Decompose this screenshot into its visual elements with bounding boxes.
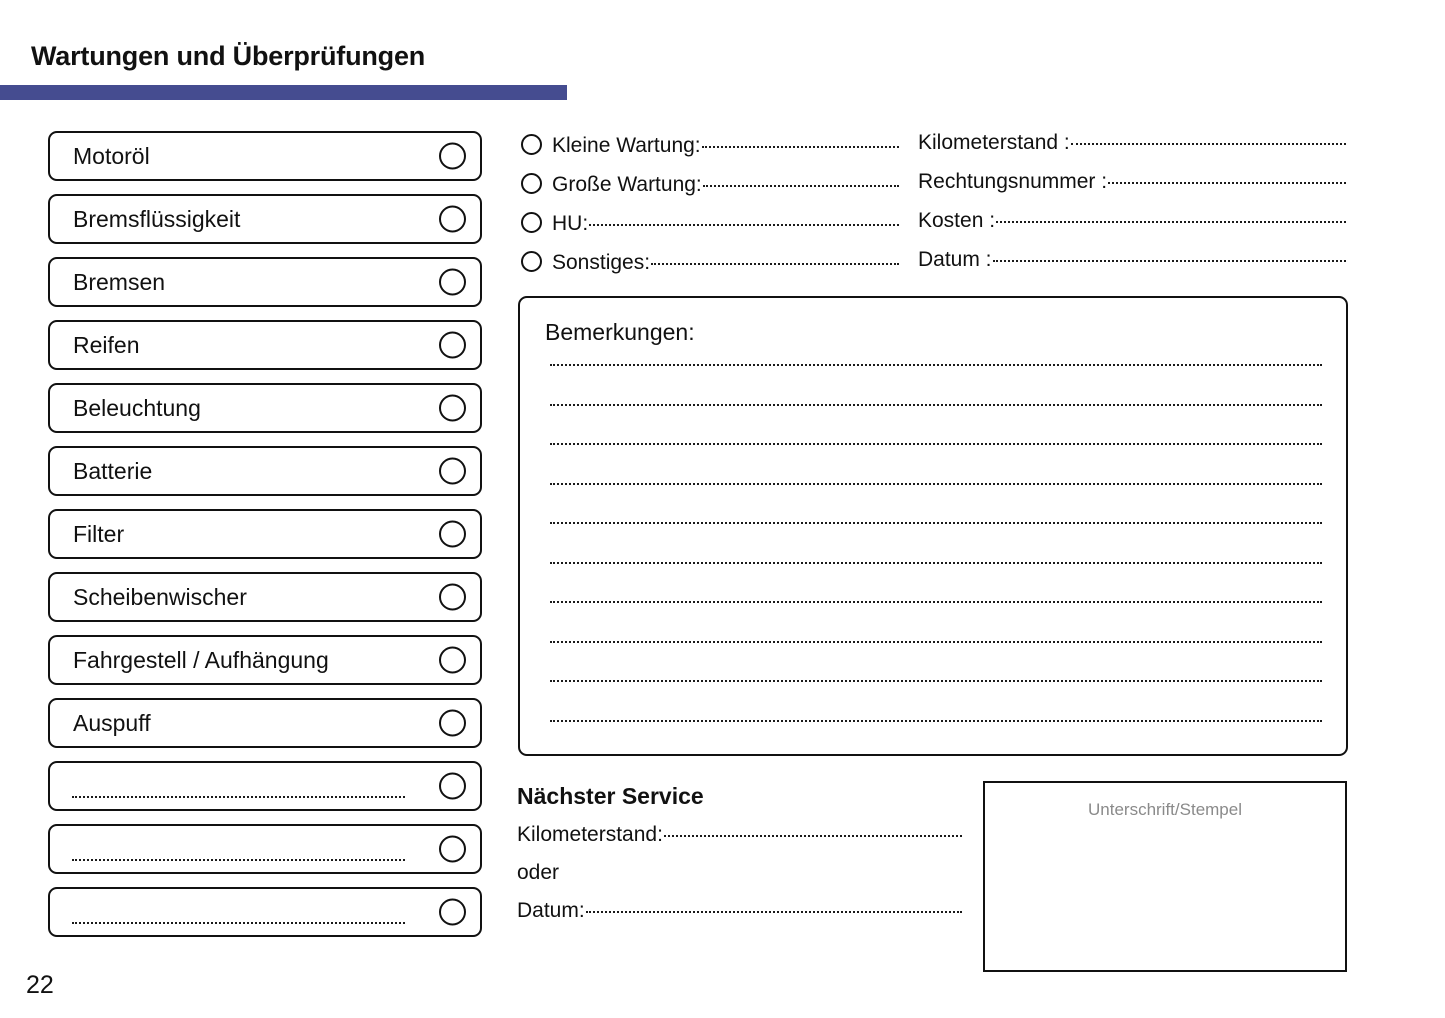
service-type-option[interactable]: Große Wartung: [521, 170, 899, 197]
checklist-checkbox-circle-icon[interactable] [439, 583, 466, 611]
next-service-mileage-input[interactable] [663, 835, 962, 837]
header-accent-rule [0, 85, 567, 100]
checklist-item-label: Filter [73, 520, 125, 547]
checklist-checkbox-circle-icon[interactable] [439, 646, 466, 674]
invoice-field-row[interactable]: Kosten : [918, 209, 1346, 236]
service-type-option-input[interactable] [651, 263, 899, 265]
checklist-checkbox-circle-icon[interactable] [439, 205, 466, 233]
invoice-field-input[interactable] [992, 260, 1346, 262]
page-number: 22 [26, 971, 54, 999]
service-type-option[interactable]: Sonstiges: [521, 248, 899, 275]
remarks-title: Bemerkungen: [545, 319, 695, 345]
next-service-section: Nächster Service Kilometerstand: oder Da… [517, 783, 962, 937]
service-type-option-label: Kleine Wartung: [552, 134, 701, 157]
checklist-row[interactable]: Scheibenwischer [48, 572, 482, 622]
remarks-box[interactable]: Bemerkungen: [518, 296, 1348, 756]
remarks-line[interactable] [550, 601, 1322, 603]
remarks-line[interactable] [550, 364, 1322, 366]
checklist-row[interactable]: Reifen [48, 320, 482, 370]
service-type-option[interactable]: HU: [521, 209, 899, 236]
next-service-mileage-label: Kilometerstand: [517, 823, 663, 846]
remarks-line[interactable] [550, 482, 1322, 485]
checklist-item-label: Beleuchtung [73, 394, 201, 421]
invoice-field-label: Kosten : [918, 209, 996, 232]
remarks-line[interactable] [550, 403, 1322, 406]
next-service-date-label: Datum: [517, 899, 585, 922]
checklist-row[interactable]: Fahrgestell / Aufhängung [48, 635, 482, 685]
invoice-field-input[interactable] [996, 221, 1346, 223]
checklist-item-label: Batterie [73, 457, 153, 484]
checklist-row[interactable]: Filter [48, 509, 482, 559]
checklist-row[interactable]: Bremsflüssigkeit [48, 194, 482, 244]
checklist-row[interactable] [48, 887, 482, 937]
service-type-option-input[interactable] [589, 224, 899, 226]
page-title: Wartungen und Überprüfungen [31, 41, 426, 71]
service-type-option-label: Große Wartung: [552, 173, 702, 196]
checklist-item-label: Scheibenwischer [73, 583, 247, 610]
checklist-custom-input[interactable] [72, 859, 405, 861]
service-type-options: Kleine Wartung: Große Wartung: HU: Sonstige… [521, 131, 899, 287]
radio-circle-icon[interactable] [521, 212, 542, 233]
checklist-row[interactable]: Beleuchtung [48, 383, 482, 433]
checklist-row[interactable]: Motoröl [48, 131, 482, 181]
checklist-checkbox-circle-icon[interactable] [439, 331, 466, 359]
checklist-checkbox-circle-icon[interactable] [439, 772, 466, 800]
checklist-item-label: Reifen [73, 331, 140, 358]
remarks-line[interactable] [550, 680, 1322, 682]
service-type-option-input[interactable] [701, 146, 899, 148]
service-type-option[interactable]: Kleine Wartung: [521, 131, 899, 158]
checklist-checkbox-circle-icon[interactable] [439, 709, 466, 737]
remarks-line[interactable] [550, 443, 1322, 445]
checklist-row[interactable]: Auspuff [48, 698, 482, 748]
checklist-item-label: Motoröl [73, 142, 150, 169]
invoice-field-row[interactable]: Kilometerstand : [918, 131, 1346, 158]
checklist-checkbox-circle-icon[interactable] [439, 520, 466, 548]
checklist-item-label: Bremsflüssigkeit [73, 205, 241, 232]
checklist-row[interactable]: Bremsen [48, 257, 482, 307]
remarks-line[interactable] [550, 719, 1322, 722]
invoice-field-label: Rechtungsnummer : [918, 170, 1108, 193]
remarks-line[interactable] [550, 522, 1322, 524]
invoice-field-label: Datum : [918, 248, 992, 271]
checklist-row[interactable]: Batterie [48, 446, 482, 496]
checklist-checkbox-circle-icon[interactable] [439, 142, 466, 170]
checklist-item-label: Auspuff [73, 709, 151, 736]
signature-stamp-caption: Unterschrift/Stempel [1088, 800, 1242, 819]
checklist-custom-input[interactable] [72, 922, 405, 924]
invoice-field-input[interactable] [1108, 182, 1346, 184]
remarks-write-lines [550, 364, 1322, 759]
checklist-checkbox-circle-icon[interactable] [439, 394, 466, 422]
next-service-date-row[interactable]: Datum: [517, 899, 962, 927]
radio-circle-icon[interactable] [521, 251, 542, 272]
inspection-checklist: Motoröl Bremsflüssigkeit Bremsen Reifen Bele… [48, 131, 482, 950]
checklist-row[interactable] [48, 761, 482, 811]
checklist-custom-input[interactable] [72, 796, 405, 798]
radio-circle-icon[interactable] [521, 173, 542, 194]
checklist-row[interactable] [48, 824, 482, 874]
service-type-option-label: Sonstiges: [552, 251, 651, 274]
remarks-line[interactable] [550, 561, 1322, 564]
next-service-separator-label: oder [517, 861, 560, 884]
invoice-field-input[interactable] [1070, 143, 1346, 145]
checklist-item-label: Bremsen [73, 268, 166, 295]
remarks-line[interactable] [550, 640, 1322, 643]
next-service-mileage-row[interactable]: Kilometerstand: [517, 823, 962, 851]
radio-circle-icon[interactable] [521, 134, 542, 155]
invoice-field-row[interactable]: Rechtungsnummer : [918, 170, 1346, 197]
checklist-checkbox-circle-icon[interactable] [439, 268, 466, 296]
next-service-date-input[interactable] [585, 911, 962, 913]
service-type-option-label: HU: [552, 212, 589, 235]
checklist-item-label: Fahrgestell / Aufhängung [73, 646, 329, 673]
checklist-checkbox-circle-icon[interactable] [439, 457, 466, 485]
checklist-checkbox-circle-icon[interactable] [439, 898, 466, 926]
checklist-checkbox-circle-icon[interactable] [439, 835, 466, 863]
invoice-field-row[interactable]: Datum : [918, 248, 1346, 275]
invoice-fields: Kilometerstand : Rechtungsnummer : Kosten … [918, 131, 1346, 287]
next-service-title: Nächster Service [517, 783, 704, 809]
service-type-option-input[interactable] [702, 185, 899, 187]
signature-stamp-box[interactable]: Unterschrift/Stempel [983, 781, 1347, 972]
invoice-field-label: Kilometerstand : [918, 131, 1070, 154]
